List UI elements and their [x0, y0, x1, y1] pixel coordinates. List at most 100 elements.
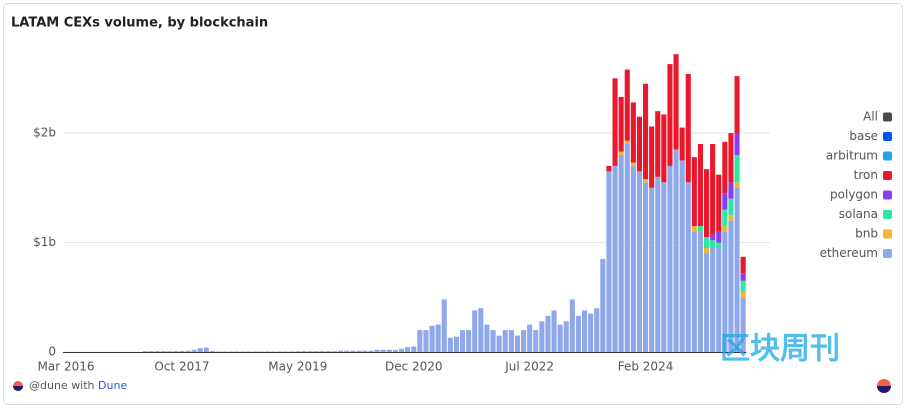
bar-segment — [265, 351, 270, 352]
watermark: 区块周刊 — [720, 332, 840, 367]
bar-segment — [314, 351, 319, 352]
bar-segment — [423, 330, 428, 352]
bar-segment — [503, 330, 508, 352]
bar-segment — [430, 326, 435, 352]
y-tick-label: $1b — [33, 235, 56, 249]
bar-segment — [680, 160, 685, 352]
bar-segment — [344, 351, 349, 352]
bar-segment — [277, 351, 282, 352]
bar-segment — [704, 248, 709, 253]
bar-segment — [619, 155, 624, 352]
bar-segment — [680, 128, 685, 161]
bar-segment — [735, 155, 740, 182]
bar-segment — [698, 226, 703, 231]
footer-text: @dune with Dune — [29, 379, 127, 392]
bar-segment — [637, 117, 642, 172]
bar-segment — [545, 316, 550, 352]
bar-segment — [631, 166, 636, 352]
bar-segment — [692, 226, 697, 231]
bar-segment — [674, 149, 679, 352]
bar-segment — [497, 336, 502, 352]
legend-label: bnb — [855, 227, 878, 241]
bar-segment — [661, 114, 666, 182]
bar-segment — [741, 292, 746, 297]
bar-segment — [606, 171, 611, 352]
bar-segment — [466, 330, 471, 352]
bar-segment — [643, 179, 648, 182]
bar-segment — [741, 281, 746, 292]
bar-segment — [582, 310, 587, 352]
bar-segment — [222, 351, 227, 352]
bar-segment — [155, 351, 160, 352]
bar-segment — [234, 351, 239, 352]
x-tick-label: Dec 2020 — [385, 360, 443, 374]
bar-segment — [661, 182, 666, 352]
bar-segment — [527, 325, 532, 352]
bar-segment — [600, 259, 605, 352]
bar-segment — [704, 253, 709, 352]
bar-segment — [216, 351, 221, 352]
bar-segment — [332, 351, 337, 352]
bar-segment — [692, 157, 697, 226]
legend-label: base — [849, 129, 878, 143]
bar-segment — [204, 348, 209, 352]
bar-segment — [722, 142, 727, 193]
bar-segment — [686, 182, 691, 352]
bar-segment — [552, 310, 557, 352]
bar-segment — [186, 351, 191, 352]
bar-segment — [619, 97, 624, 152]
bar-segment — [722, 210, 727, 226]
x-tick-label: Mar 2016 — [38, 360, 95, 374]
bar-segment — [454, 337, 459, 352]
footer-prefix: @dune with — [29, 379, 95, 392]
bar-segment — [308, 351, 313, 352]
bar-segment — [399, 349, 404, 352]
bar-segment — [631, 163, 636, 166]
legend-swatch — [883, 132, 892, 141]
legend-swatch — [883, 152, 892, 161]
bar-segment — [625, 141, 630, 144]
bar-segment — [619, 152, 624, 155]
bar-segment — [350, 351, 355, 352]
bar-segment — [484, 325, 489, 352]
bar-segment — [301, 351, 306, 352]
bar-segment — [539, 321, 544, 352]
footer-link[interactable]: Dune — [98, 379, 127, 392]
x-tick-label: Feb 2024 — [618, 360, 674, 374]
legend-label: tron — [854, 168, 878, 182]
bar-segment — [594, 308, 599, 352]
bar-segment — [698, 232, 703, 352]
bar-segment — [472, 310, 477, 352]
bar-segment — [674, 54, 679, 149]
legend-swatch — [883, 210, 892, 219]
bar-segment — [704, 169, 709, 237]
bar-segment — [698, 144, 703, 226]
bar-segment — [655, 177, 660, 352]
bar-segment — [637, 171, 642, 352]
bar-segment — [405, 347, 410, 352]
bar-segment — [356, 351, 361, 352]
bar-segment — [716, 232, 721, 243]
bar-segment — [606, 166, 611, 171]
legend-swatch — [883, 249, 892, 258]
bar-segment — [710, 235, 715, 240]
bar-segment — [735, 188, 740, 352]
bar-segment — [728, 199, 733, 215]
legend-swatch — [883, 230, 892, 239]
bar-segment — [143, 351, 148, 352]
bar-segment — [320, 351, 325, 352]
bar-segment — [362, 351, 367, 352]
legend-swatch — [883, 191, 892, 200]
bar-segment — [179, 351, 184, 352]
bar-segment — [722, 193, 727, 209]
bar-segment — [442, 299, 447, 352]
bar-segment — [735, 133, 740, 155]
legend-label: solana — [839, 207, 878, 221]
bar-segment — [625, 144, 630, 352]
bar-segment — [722, 226, 727, 231]
x-tick-label: May 2019 — [268, 360, 327, 374]
bar-segment — [491, 330, 496, 352]
bar-segment — [631, 102, 636, 162]
